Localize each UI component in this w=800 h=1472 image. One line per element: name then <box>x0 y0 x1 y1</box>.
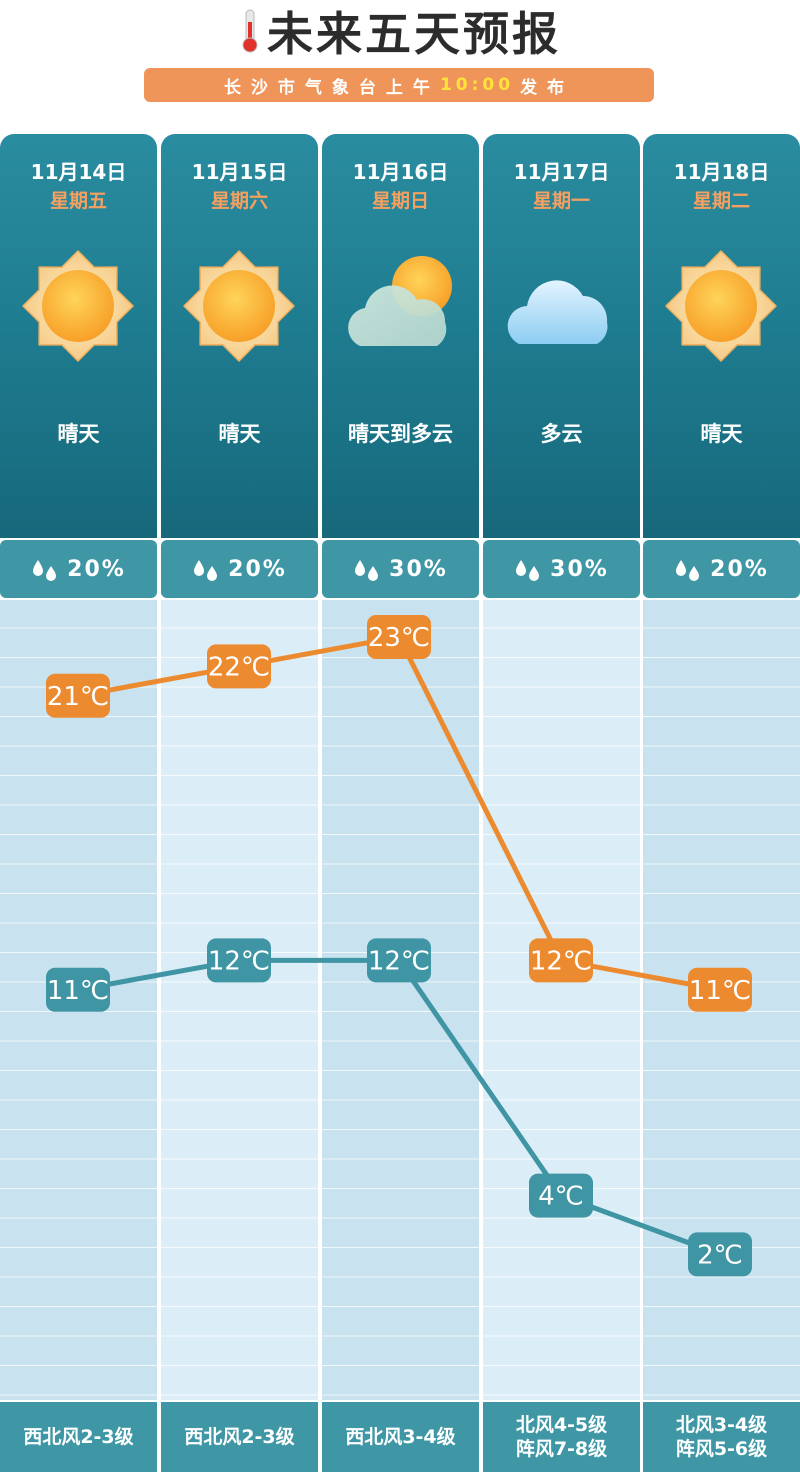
temperature-label: 4℃ <box>529 1173 593 1218</box>
raindrop-icon <box>516 560 540 581</box>
svg-text:22℃: 22℃ <box>208 652 270 682</box>
svg-text:4℃: 4℃ <box>538 1182 584 1212</box>
svg-text:12℃: 12℃ <box>530 946 592 976</box>
wind-line: 北风3-4级 <box>675 1414 768 1436</box>
chart-column-bg <box>322 600 479 1400</box>
day-date: 11月16日 <box>352 160 449 184</box>
svg-text:11℃: 11℃ <box>47 976 109 1006</box>
rain-chance: 20% <box>643 540 800 598</box>
gust-line: 阵风5-6级 <box>675 1438 768 1460</box>
day-weekday: 星期五 <box>49 190 107 212</box>
thermometer-icon <box>242 9 258 53</box>
rain-chance-value: 30% <box>550 556 609 582</box>
rain-chance: 20% <box>0 540 157 598</box>
temperature-label: 11℃ <box>688 967 752 1012</box>
wind-line: 西北风3-4级 <box>345 1426 456 1448</box>
sun-icon <box>22 250 134 362</box>
svg-text:11℃: 11℃ <box>689 976 751 1006</box>
rain-chance: 20% <box>161 540 318 598</box>
page-title: 未来五天预报 <box>267 7 561 61</box>
day-weekday: 星期六 <box>210 190 268 212</box>
raindrop-icon <box>676 560 700 581</box>
day-date: 11月18日 <box>673 160 770 184</box>
forecast-cards: 11月14日 星期五 晴天 11月15日 星期六 晴天 11月16日 星期日 晴… <box>0 134 800 538</box>
day-condition: 晴天 <box>57 422 100 446</box>
rain-chance: 30% <box>322 540 479 598</box>
wind-line: 西北风2-3级 <box>184 1426 295 1448</box>
wind-cell: 北风4-5级 阵风7-8级 <box>483 1402 640 1472</box>
release-time: 10:00 <box>439 75 515 95</box>
day-condition: 晴天 <box>218 422 261 446</box>
day-date: 11月15日 <box>191 160 288 184</box>
day-card: 11月16日 星期日 晴天到多云 <box>322 134 479 538</box>
day-weekday: 星期日 <box>371 190 429 212</box>
day-condition: 晴天到多云 <box>348 422 453 446</box>
sun-icon <box>183 250 295 362</box>
gust-line: 阵风7-8级 <box>515 1438 608 1460</box>
wind-cell: 西北风2-3级 <box>0 1402 157 1472</box>
rain-chance-value: 20% <box>228 556 287 582</box>
rain-chance-value: 20% <box>710 556 769 582</box>
day-card: 11月14日 星期五 晴天 <box>0 134 157 538</box>
temperature-label: 22℃ <box>207 644 271 689</box>
temperature-label: 11℃ <box>46 967 110 1012</box>
day-card: 11月18日 星期二 晴天 <box>643 134 800 538</box>
chart-column-bg <box>483 600 640 1400</box>
rain-chance-value: 30% <box>389 556 448 582</box>
wind-line: 西北风2-3级 <box>23 1426 134 1448</box>
temperature-label: 12℃ <box>207 938 271 983</box>
temperature-label: 12℃ <box>529 938 593 983</box>
day-weekday: 星期一 <box>532 190 590 212</box>
temperature-chart: 21℃ 22℃ 23℃ 12℃ 11℃ 11℃ 12℃ 12℃ 4℃ 2℃ <box>0 600 800 1400</box>
wind-cell: 北风3-4级 阵风5-6级 <box>643 1402 800 1472</box>
rain-chance: 30% <box>483 540 640 598</box>
raindrop-icon <box>194 560 218 581</box>
temperature-label: 2℃ <box>688 1232 752 1277</box>
day-card: 11月17日 星期一 多云 <box>483 134 640 538</box>
temperature-label: 23℃ <box>367 615 431 659</box>
release-info-bar: 长沙市气象台上午 10:00 发布 <box>144 68 654 102</box>
rain-chance-row: 20% 20% 30% 30% 20% <box>0 540 800 598</box>
release-info-prefix: 长沙市气象台上午 <box>223 77 440 98</box>
day-condition: 晴天 <box>700 422 743 446</box>
svg-text:12℃: 12℃ <box>368 946 430 976</box>
day-condition: 多云 <box>540 422 583 446</box>
raindrop-icon <box>33 560 57 581</box>
temperature-label: 21℃ <box>46 673 110 718</box>
day-weekday: 星期二 <box>692 190 750 212</box>
temperature-label: 12℃ <box>367 938 431 983</box>
rain-chance-value: 20% <box>67 556 126 582</box>
day-date: 11月17日 <box>513 160 610 184</box>
svg-text:21℃: 21℃ <box>47 682 109 712</box>
day-card: 11月15日 星期六 晴天 <box>161 134 318 538</box>
release-info-suffix: 发布 <box>520 77 575 98</box>
wind-cell: 西北风2-3级 <box>161 1402 318 1472</box>
wind-row: 西北风2-3级 西北风2-3级 西北风3-4级 北风4-5级 阵风7-8级 北风… <box>0 1402 800 1472</box>
svg-text:2℃: 2℃ <box>697 1240 743 1270</box>
raindrop-icon <box>355 560 379 581</box>
svg-text:12℃: 12℃ <box>208 946 270 976</box>
sun-cloud-icon <box>348 256 452 346</box>
cloud-icon <box>507 280 608 344</box>
day-date: 11月14日 <box>30 160 127 184</box>
header: 未来五天预报 <box>0 0 800 62</box>
svg-text:23℃: 23℃ <box>368 623 430 653</box>
chart-column-bg <box>161 600 318 1400</box>
wind-cell: 西北风3-4级 <box>322 1402 479 1472</box>
sun-icon <box>665 250 777 362</box>
wind-line: 北风4-5级 <box>515 1414 608 1436</box>
